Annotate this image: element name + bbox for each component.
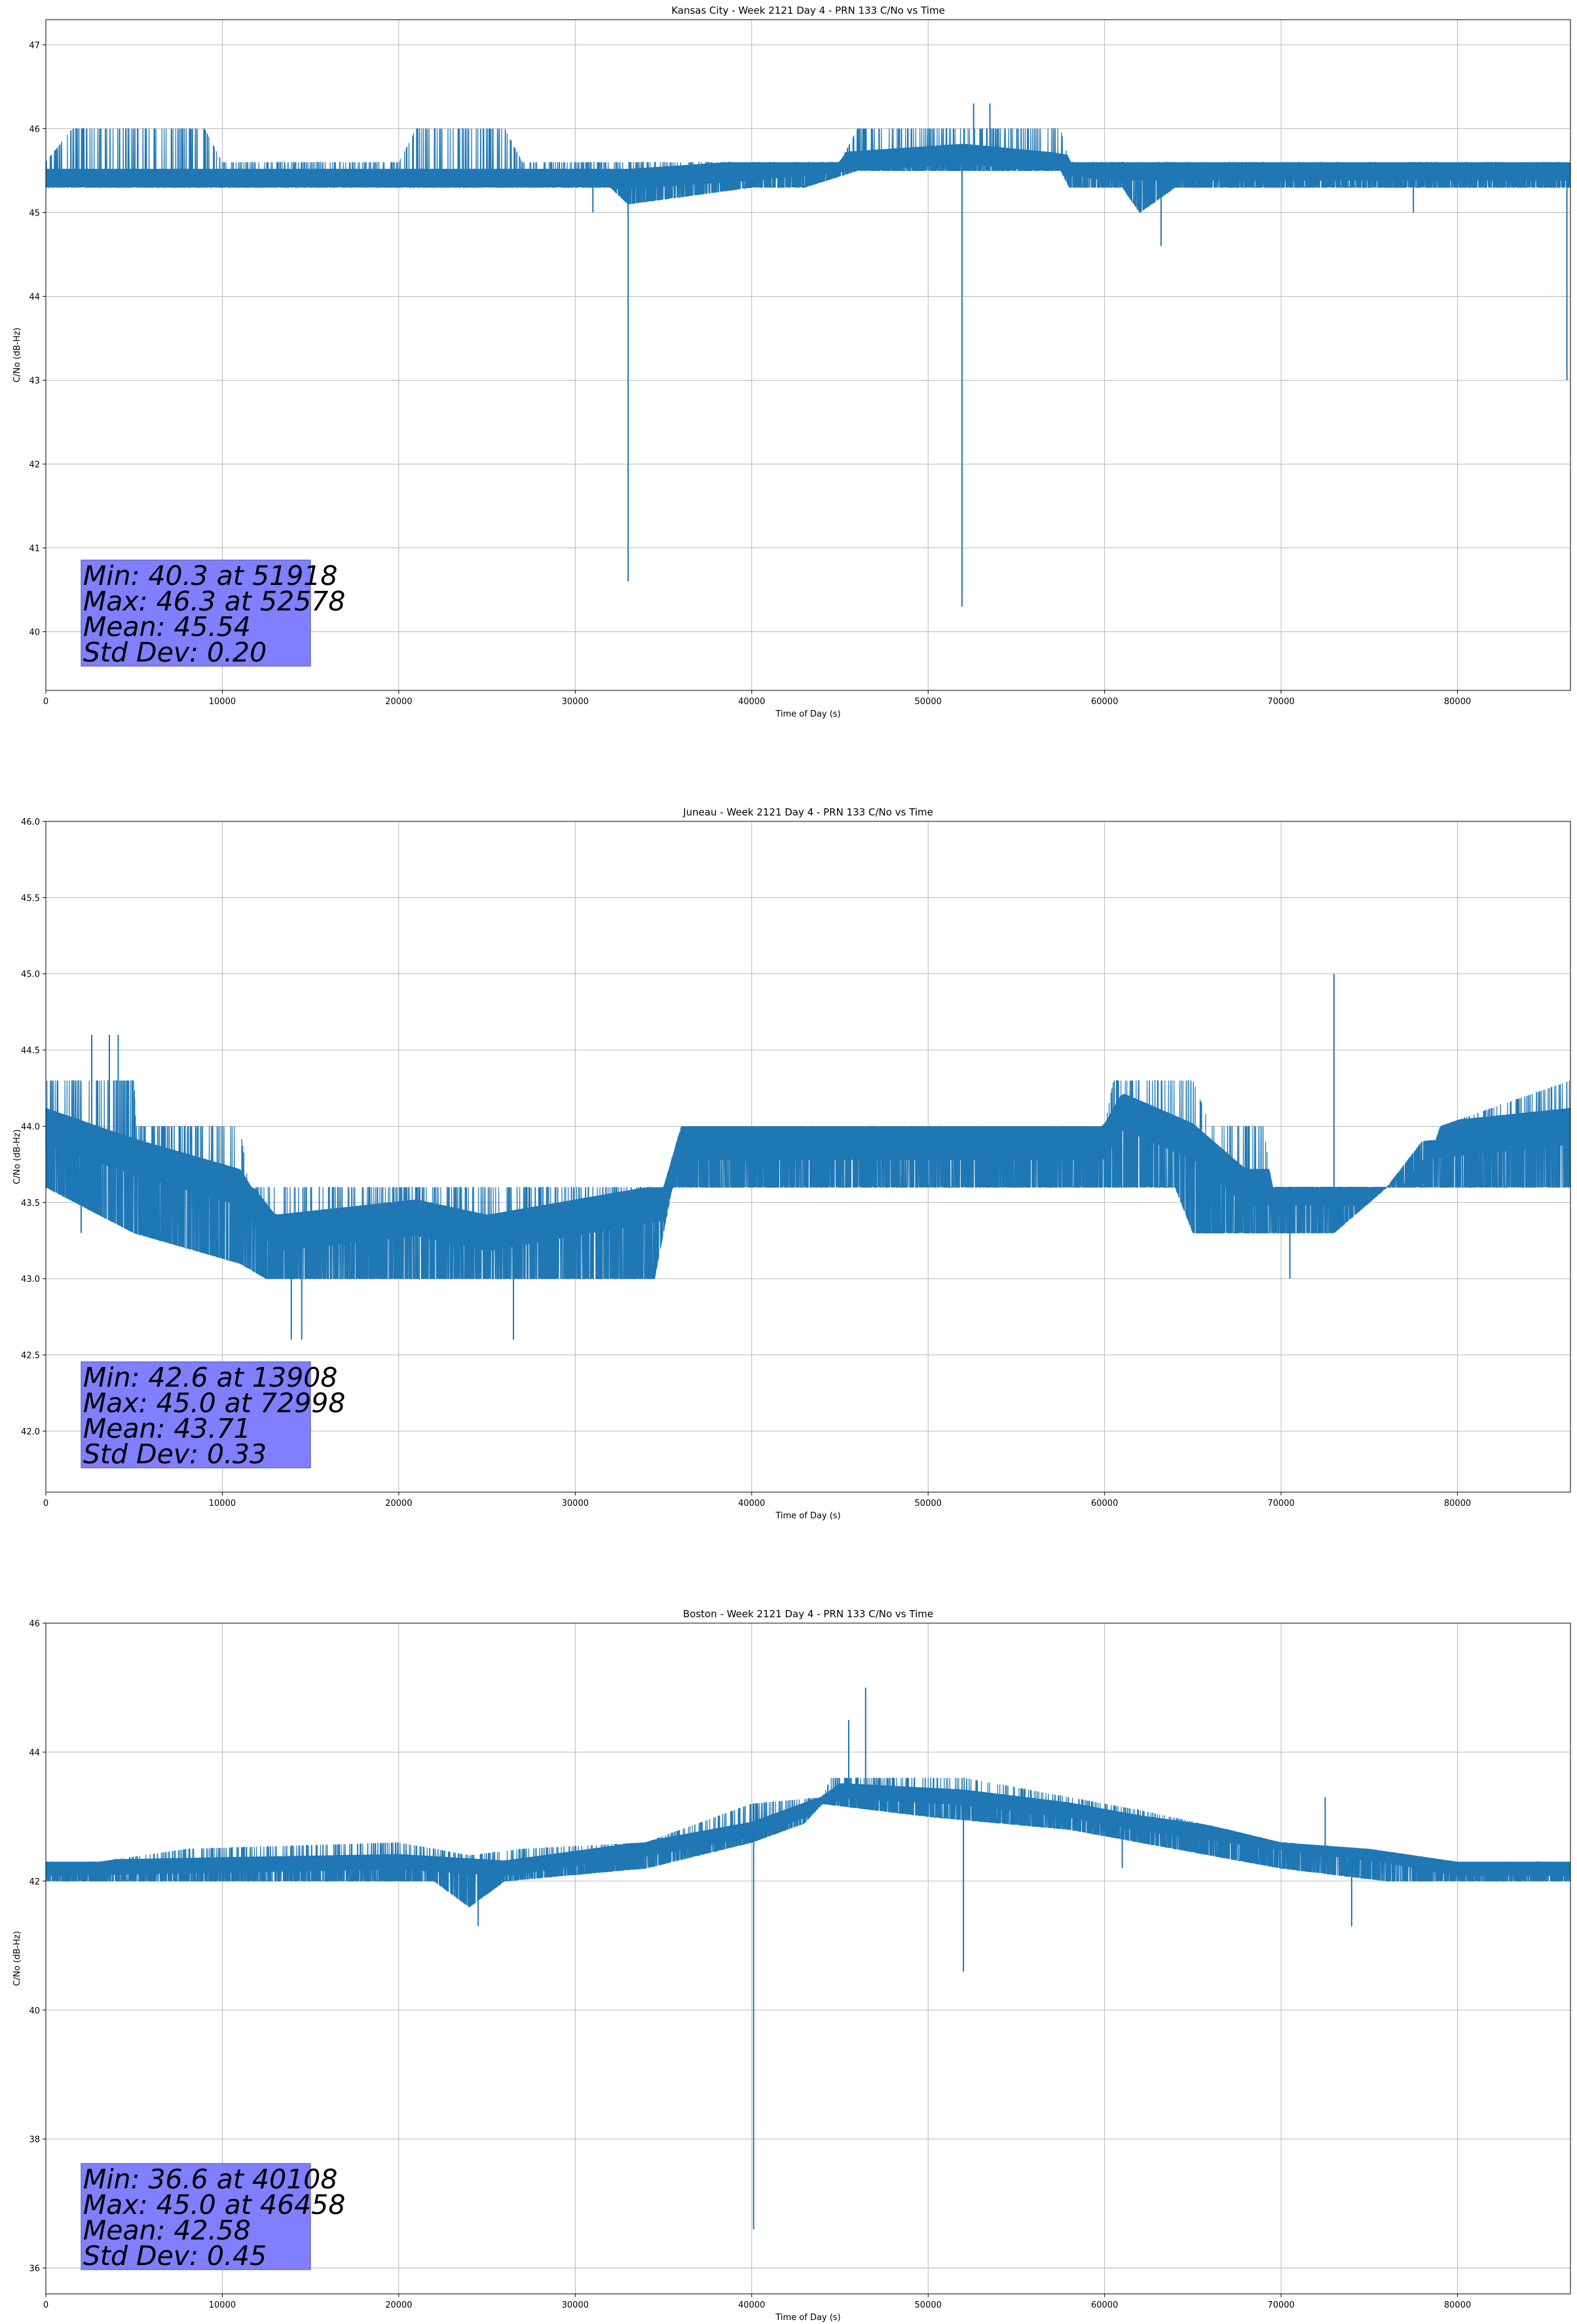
kansas-city-xtick-label: 70000: [1267, 697, 1294, 707]
boston-xtick-label: 20000: [385, 2300, 412, 2310]
juneau-ylabel: C/No (dB-Hz): [12, 1129, 22, 1184]
kansas-city-stats-line: Max: 46.3 at 52578: [83, 586, 346, 617]
boston-xtick-label: 50000: [915, 2300, 942, 2310]
juneau-ytick-label: 45.0: [21, 970, 40, 980]
kansas-city-title: Kansas City - Week 2121 Day 4 - PRN 133 …: [671, 5, 945, 16]
boston-axes-frame: [45, 1622, 1571, 2295]
juneau-ytick-label: 43.5: [21, 1199, 40, 1209]
kansas-city-xtick-label: 50000: [915, 697, 942, 707]
boston-cno-band: [46, 1783, 1570, 1876]
juneau-title: Juneau - Week 2121 Day 4 - PRN 133 C/No …: [682, 806, 933, 818]
boston-ytick-label: 44: [29, 1748, 40, 1758]
juneau-chart: 0 10000 20000 30000 40000 50000 60000 70000 8000…: [12, 806, 1571, 1521]
kansas-city-ytick-label: 47: [29, 41, 40, 50]
boston-xlabel: Time of Day (s): [775, 2313, 840, 2323]
juneau-xtick-label: 0: [43, 1499, 48, 1509]
boston-xtick-label: 60000: [1091, 2300, 1118, 2310]
kansas-city-ytick-label: 45: [29, 208, 40, 218]
kansas-city-ylabel: C/No (dB-Hz): [12, 328, 22, 383]
juneau-ytick-label: 44.0: [21, 1122, 40, 1132]
kansas-city-stats-line: Min: 40.3 at 51918: [83, 560, 338, 591]
juneau-xtick-label: 10000: [209, 1499, 236, 1509]
juneau-xlabel: Time of Day (s): [775, 1511, 840, 1521]
boston-xtick-label: 40000: [738, 2300, 765, 2310]
kansas-city-xtick-label: 0: [43, 697, 48, 707]
kansas-city-xlabel: Time of Day (s): [775, 709, 840, 719]
juneau-xtick-label: 20000: [385, 1499, 412, 1509]
boston-stats-line: Min: 36.6 at 40108: [83, 2164, 338, 2195]
boston-ytick-label: 40: [29, 2006, 40, 2016]
juneau-xtick-label: 30000: [562, 1499, 589, 1509]
juneau-stats-line: Min: 42.6 at 13908: [83, 1362, 338, 1393]
kansas-city-chart: 0 10000 20000 30000 40000 50000 60000 70000 8000…: [12, 5, 1571, 719]
juneau-stats-line: Mean: 43.71: [83, 1413, 251, 1444]
kansas-city-axes-frame: [45, 19, 1571, 691]
juneau-stats-line: Std Dev: 0.33: [83, 1438, 267, 1470]
juneau-axes-frame: [45, 821, 1571, 1493]
boston-ylabel: C/No (dB-Hz): [12, 1931, 22, 1986]
juneau-ytick-label: 46.0: [21, 817, 40, 827]
kansas-city-xtick-label: 30000: [562, 697, 589, 707]
juneau-ytick-label: 43.0: [21, 1275, 40, 1284]
boston-chart: 0 10000 20000 30000 40000 50000 60000 70000 8000…: [12, 1608, 1571, 2323]
juneau-stats-box: [81, 1361, 311, 1469]
juneau-cno-band: [46, 1093, 1570, 1251]
kansas-city-ytick-label: 43: [29, 376, 40, 386]
boston-xtick-label: 30000: [562, 2300, 589, 2310]
kansas-city-ytick-label: 40: [29, 628, 40, 637]
kansas-city-ytick-label: 42: [29, 460, 40, 470]
boston-xtick-label: 0: [43, 2300, 48, 2310]
juneau-stats-line: Max: 45.0 at 72998: [83, 1387, 346, 1419]
juneau-ytick-label: 42.5: [21, 1351, 40, 1361]
boston-ytick-label: 36: [29, 2264, 40, 2274]
juneau-ytick-label: 44.5: [21, 1046, 40, 1056]
juneau-xtick-label: 50000: [915, 1499, 942, 1509]
boston-stats-line: Std Dev: 0.45: [83, 2240, 267, 2272]
boston-title: Boston - Week 2121 Day 4 - PRN 133 C/No …: [683, 1608, 933, 1620]
kansas-city-xtick-label: 60000: [1091, 697, 1118, 707]
juneau-xtick-label: 40000: [738, 1499, 765, 1509]
kansas-city-xtick-label: 10000: [209, 697, 236, 707]
juneau-xtick-label: 70000: [1267, 1499, 1294, 1509]
boston-ytick-label: 38: [29, 2135, 40, 2145]
boston-ytick-label: 42: [29, 1877, 40, 1887]
boston-stats-line: Mean: 42.58: [83, 2215, 251, 2246]
kansas-city-ytick-label: 41: [29, 544, 40, 553]
juneau-xtick-label: 60000: [1091, 1499, 1118, 1509]
kansas-city-xtick-label: 80000: [1444, 697, 1471, 707]
kansas-city-xtick-label: 40000: [738, 697, 765, 707]
kansas-city-ytick-label: 46: [29, 124, 40, 134]
kansas-city-stats-line: Std Dev: 0.20: [83, 637, 267, 668]
boston-xtick-label: 70000: [1267, 2300, 1294, 2310]
boston-ytick-label: 46: [29, 1619, 40, 1629]
kansas-city-cno-band: [46, 143, 1570, 189]
kansas-city-stats-box: [81, 559, 311, 667]
juneau-ytick-label: 45.5: [21, 893, 40, 903]
kansas-city-ytick-label: 44: [29, 292, 40, 302]
boston-stats-line: Max: 45.0 at 46458: [83, 2189, 346, 2221]
juneau-ytick-label: 42.0: [21, 1427, 40, 1437]
boston-stats-box: [81, 2163, 311, 2270]
kansas-city-stats-line: Mean: 45.54: [83, 611, 251, 643]
boston-xtick-label: 80000: [1444, 2300, 1471, 2310]
kansas-city-xtick-label: 20000: [385, 697, 412, 707]
boston-xtick-label: 10000: [209, 2300, 236, 2310]
juneau-xtick-label: 80000: [1444, 1499, 1471, 1509]
